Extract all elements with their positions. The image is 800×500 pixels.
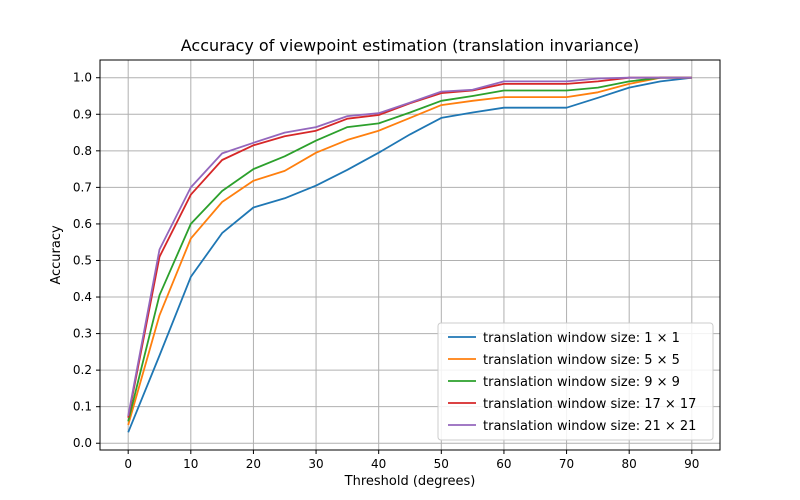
x-tick-label: 20 <box>246 457 261 471</box>
legend-box <box>437 322 714 441</box>
y-tick-label: 0.6 <box>73 217 92 231</box>
legend-entry: translation window size: 21 × 21 <box>483 419 696 434</box>
y-tick-label: 1.0 <box>73 71 92 85</box>
legend: translation window size: 1 × 1 translatio… <box>437 322 714 441</box>
x-tick-label: 80 <box>622 457 637 471</box>
y-tick-label: 0.7 <box>73 180 92 194</box>
x-tick-label: 70 <box>559 457 574 471</box>
y-tick-label: 0.8 <box>73 144 92 158</box>
y-axis-label: Accuracy <box>49 225 64 285</box>
series-lines <box>127 76 692 433</box>
legend-entry: translation window size: 9 × 9 <box>483 375 680 390</box>
plot-frame <box>99 59 721 451</box>
y-tick-label: 0.1 <box>73 400 92 414</box>
legend-entry: translation window size: 5 × 5 <box>483 353 680 368</box>
y-tick-label: 0.4 <box>73 290 92 304</box>
y-tick-label: 0.3 <box>73 327 92 341</box>
x-tick-label: 10 <box>183 457 198 471</box>
x-tick-label: 90 <box>684 457 699 471</box>
y-tick-label: 0.0 <box>73 436 92 450</box>
series-line-4 <box>127 76 692 416</box>
series-line-1 <box>127 76 692 426</box>
chart-title: Accuracy of viewpoint estimation (transl… <box>181 36 639 55</box>
legend-entry: translation window size: 1 × 1 <box>483 331 680 346</box>
y-tick-label: 0.2 <box>73 363 92 377</box>
series-line-0 <box>127 76 692 433</box>
x-tick-label: 0 <box>124 457 132 471</box>
y-tick-label: 0.9 <box>73 107 92 121</box>
x-axis-label: Threshold (degrees) <box>344 474 476 489</box>
series-line-2 <box>127 76 692 422</box>
x-tick-label: 50 <box>434 457 449 471</box>
y-axis-ticks: 0.0 0.1 0.2 0.3 0.4 0.5 0.6 0.7 0.8 0.9 1.0 <box>73 71 100 450</box>
legend-entry: translation window size: 17 × 17 <box>483 397 696 412</box>
y-tick-label: 0.5 <box>73 253 92 267</box>
x-tick-label: 40 <box>371 457 386 471</box>
x-tick-label: 30 <box>308 457 323 471</box>
x-axis-ticks: 0 10 20 30 40 50 60 70 80 90 <box>124 450 699 471</box>
x-tick-label: 60 <box>496 457 511 471</box>
grid-lines <box>100 60 720 450</box>
